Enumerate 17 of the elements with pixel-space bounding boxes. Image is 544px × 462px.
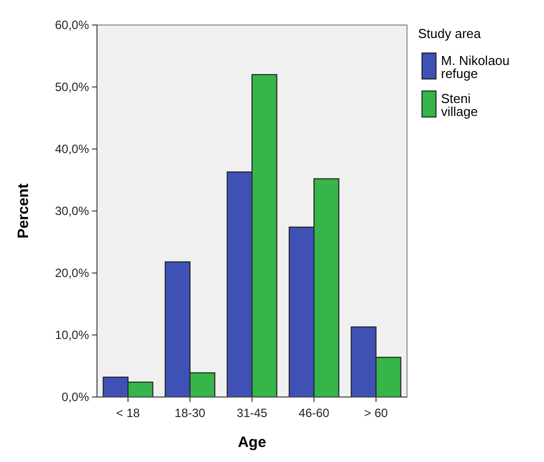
x-tick-label: 18-30 bbox=[174, 406, 206, 420]
y-tick-label: 10,0% bbox=[54, 328, 90, 342]
x-tick-label: < 18 bbox=[116, 406, 140, 420]
y-tick-label: 60,0% bbox=[54, 18, 90, 32]
x-axis-title: Age bbox=[238, 434, 266, 451]
legend-label: M. Nikolaou refuge bbox=[441, 53, 510, 81]
x-tick-label: > 60 bbox=[364, 406, 388, 420]
y-tick-label: 40,0% bbox=[54, 142, 90, 156]
y-axis-title: Percent bbox=[15, 183, 32, 239]
x-tick-label: 31-45 bbox=[236, 406, 268, 420]
legend-title: Study area bbox=[418, 26, 482, 42]
y-tick-label: 0,0% bbox=[62, 390, 90, 404]
x-tick-label: 46-60 bbox=[298, 406, 330, 420]
y-tick-label: 30,0% bbox=[54, 204, 90, 218]
legend-label: Steni village bbox=[441, 91, 478, 119]
y-tick-label: 50,0% bbox=[54, 80, 90, 94]
y-tick-label: 20,0% bbox=[54, 266, 90, 280]
